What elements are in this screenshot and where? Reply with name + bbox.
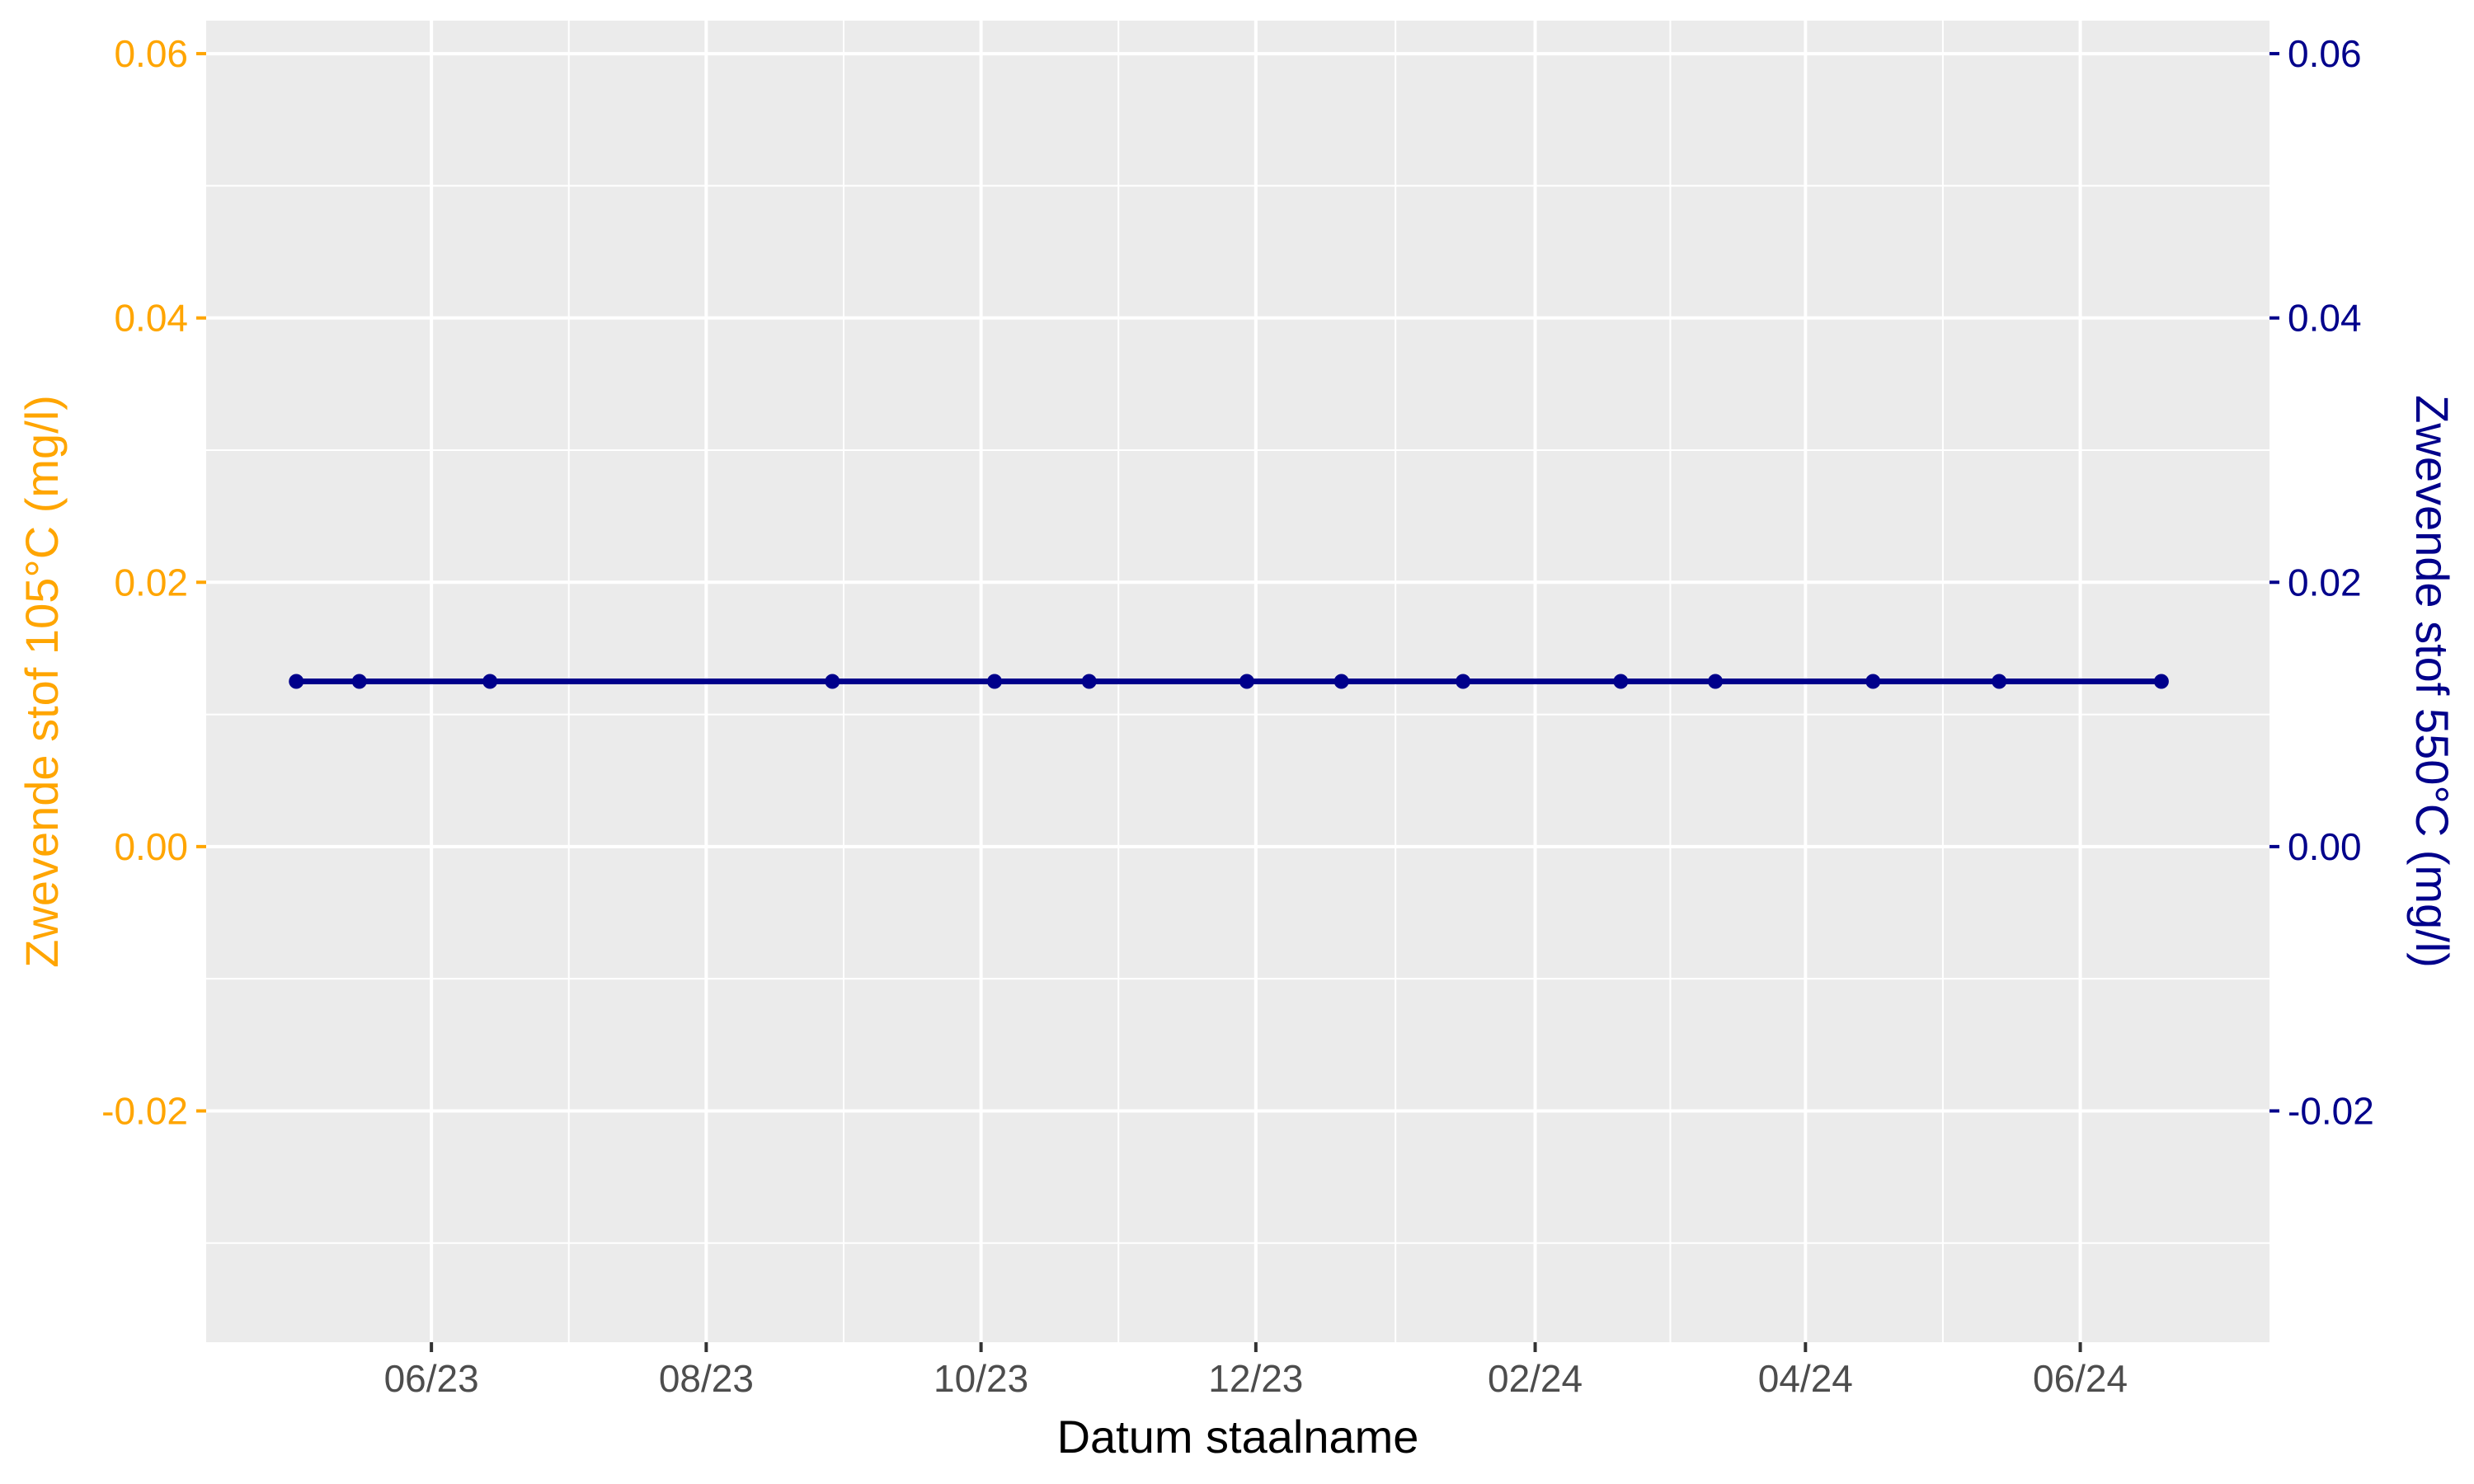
- left-y-tick-label: 0.06: [114, 32, 188, 75]
- right-y-tick-label: 0.02: [2288, 561, 2362, 603]
- data-point: [1456, 674, 1471, 689]
- data-point: [1992, 674, 2007, 689]
- x-tick-label: 06/23: [384, 1357, 479, 1400]
- right-y-axis-title: Zwevende stof 550°C (mg/l): [2406, 395, 2458, 968]
- right-y-tick-label: 0.00: [2288, 825, 2362, 868]
- data-point: [825, 674, 840, 689]
- data-point: [1865, 674, 1881, 689]
- data-point: [351, 674, 367, 689]
- right-y-tick-label: -0.02: [2288, 1089, 2374, 1132]
- x-axis: 06/23 08/23 10/23 12/23 02/24 04/24 06/24: [384, 1342, 2128, 1400]
- left-y-tick-label: 0.00: [114, 825, 188, 868]
- data-point: [1239, 674, 1254, 689]
- data-point: [1708, 674, 1724, 689]
- x-axis-title: Datum staalname: [1057, 1411, 1419, 1463]
- right-y-tick-label: 0.04: [2288, 297, 2362, 340]
- right-y-tick-label: 0.06: [2288, 32, 2362, 75]
- x-tick-label: 04/24: [1758, 1357, 1853, 1400]
- left-y-axis: 0.06 0.04 0.02 0.00 -0.02: [101, 32, 206, 1132]
- right-y-axis: 0.06 0.04 0.02 0.00 -0.02: [2269, 32, 2374, 1132]
- data-point: [2153, 674, 2169, 689]
- data-point: [1333, 674, 1349, 689]
- data-point: [1613, 674, 1629, 689]
- data-point: [482, 674, 498, 689]
- x-tick-label: 12/23: [1208, 1357, 1303, 1400]
- x-tick-label: 06/24: [2033, 1357, 2128, 1400]
- data-point: [987, 674, 1003, 689]
- left-y-axis-title: Zwevende stof 105°C (mg/l): [16, 395, 68, 968]
- series-marks: [289, 674, 2169, 689]
- left-y-tick-label: -0.02: [101, 1089, 188, 1132]
- data-point: [289, 674, 304, 689]
- left-y-tick-label: 0.04: [114, 297, 188, 340]
- data-point: [1081, 674, 1097, 689]
- x-tick-label: 02/24: [1488, 1357, 1583, 1400]
- x-tick-label: 10/23: [934, 1357, 1028, 1400]
- x-tick-label: 08/23: [659, 1357, 754, 1400]
- left-y-tick-label: 0.02: [114, 561, 188, 603]
